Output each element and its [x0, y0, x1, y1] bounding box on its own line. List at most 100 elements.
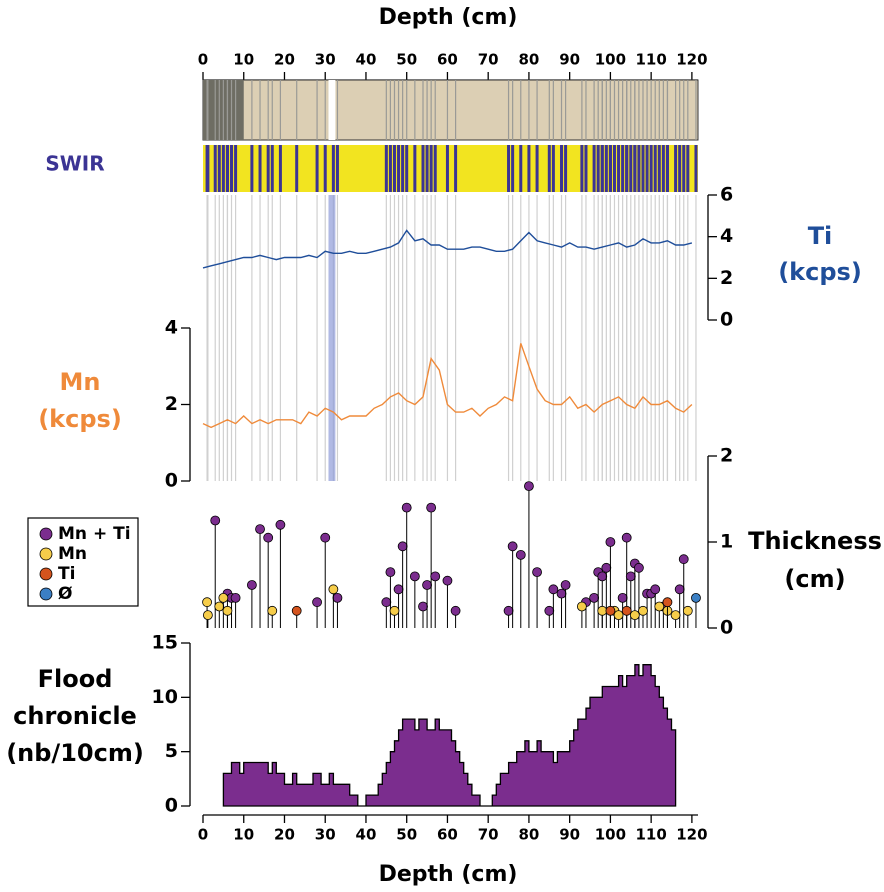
bottom-axis-title: Depth (cm)	[379, 862, 518, 887]
event-marker	[678, 554, 689, 565]
swir-stripe	[637, 145, 641, 192]
legend-marker	[39, 587, 53, 601]
event-marker	[625, 571, 636, 582]
swir-stripe	[384, 145, 388, 192]
x-tick-label: 30	[315, 826, 336, 844]
event-marker	[674, 584, 685, 595]
x-tick-label: 100	[595, 51, 626, 69]
swir-stripe	[657, 145, 661, 192]
x-tick-label: 20	[274, 826, 295, 844]
swir-stripe	[686, 145, 690, 192]
swir-stripe	[564, 145, 568, 192]
panel-label: Flood	[38, 665, 113, 693]
swir-stripe	[612, 145, 616, 192]
swir-stripe	[519, 145, 523, 192]
event-marker	[218, 593, 229, 603]
event-marker	[430, 571, 441, 582]
swir-stripe	[234, 145, 238, 192]
swir-stripe	[425, 145, 429, 192]
y-tick-label: 1	[720, 531, 733, 553]
swir-stripe	[600, 145, 604, 192]
x-tick-label: 10	[233, 826, 254, 844]
panel-label: chronicle	[13, 702, 137, 730]
event-marker	[589, 593, 600, 603]
event-marker	[532, 567, 542, 577]
x-tick-label: 70	[478, 826, 499, 844]
event-marker	[601, 562, 612, 573]
swir-stripe	[527, 145, 531, 192]
swir-stripe	[217, 145, 221, 192]
event-marker	[210, 515, 221, 526]
swir-stripe	[604, 145, 608, 192]
swir-stripe	[433, 145, 437, 192]
swir-stripe	[315, 145, 319, 192]
y-tick-label: 15	[152, 632, 178, 654]
swir-stripe	[405, 145, 409, 192]
swir-stripe	[621, 145, 625, 192]
event-marker	[255, 524, 265, 534]
swir-stripe	[633, 145, 637, 192]
swir-stripe	[388, 145, 392, 192]
swir-stripe	[397, 145, 401, 192]
event-marker	[507, 541, 518, 552]
swir-stripe	[629, 145, 633, 192]
event-marker	[544, 605, 555, 616]
x-tick-label: 0	[198, 826, 208, 844]
swir-stripe	[584, 145, 588, 192]
swir-stripe	[250, 145, 254, 192]
swir-stripe	[535, 145, 539, 192]
swir-stripe	[258, 145, 262, 192]
event-marker	[605, 537, 616, 547]
event-marker	[503, 605, 514, 616]
swir-stripe	[661, 145, 665, 192]
panel-label: (kcps)	[778, 258, 862, 286]
x-tick-label: 30	[315, 51, 336, 69]
event-marker	[401, 502, 412, 513]
x-tick-label: 50	[396, 51, 417, 69]
event-marker	[385, 567, 396, 577]
event-marker	[682, 605, 693, 616]
event-marker	[328, 584, 339, 595]
event-marker	[222, 605, 233, 616]
event-marker	[629, 610, 640, 620]
event-marker	[621, 532, 632, 543]
highlight-band	[328, 195, 336, 481]
legend-label: Ø	[58, 584, 72, 604]
x-tick-label: 110	[635, 51, 666, 69]
panel-label: Thickness	[748, 527, 882, 555]
swir-stripe	[429, 145, 433, 192]
x-tick-label: 40	[356, 51, 377, 69]
swir-stripe	[445, 145, 449, 192]
swir-stripe	[645, 145, 649, 192]
y-tick-label: 10	[152, 686, 178, 708]
swir-stripe	[641, 145, 645, 192]
event-marker	[397, 541, 408, 552]
x-tick-label: 50	[396, 826, 417, 844]
y-tick-label: 0	[720, 617, 733, 639]
panel-label: (cm)	[784, 565, 845, 593]
swir-stripe	[653, 145, 657, 192]
event-marker	[202, 597, 212, 608]
swir-stripe	[551, 145, 555, 192]
x-tick-label: 80	[518, 51, 539, 69]
flood-area	[222, 664, 677, 807]
swir-stripe	[694, 145, 698, 192]
swir-stripe	[401, 145, 405, 192]
event-marker	[605, 605, 616, 616]
core-gap	[328, 80, 336, 140]
data-line	[202, 343, 693, 429]
event-marker	[442, 575, 453, 586]
x-tick-label: 20	[274, 51, 295, 69]
legend-marker	[39, 567, 53, 581]
event-marker	[617, 593, 628, 603]
y-tick-label: 0	[720, 309, 733, 331]
swir-stripe	[580, 145, 584, 192]
panel-label: Mn	[60, 368, 101, 396]
x-tick-label: 70	[478, 51, 499, 69]
x-tick-label: 120	[676, 826, 707, 844]
x-tick-label: 100	[595, 826, 626, 844]
y-tick-label: 0	[165, 470, 178, 492]
y-tick-label: 2	[720, 445, 733, 467]
event-marker	[332, 593, 343, 603]
